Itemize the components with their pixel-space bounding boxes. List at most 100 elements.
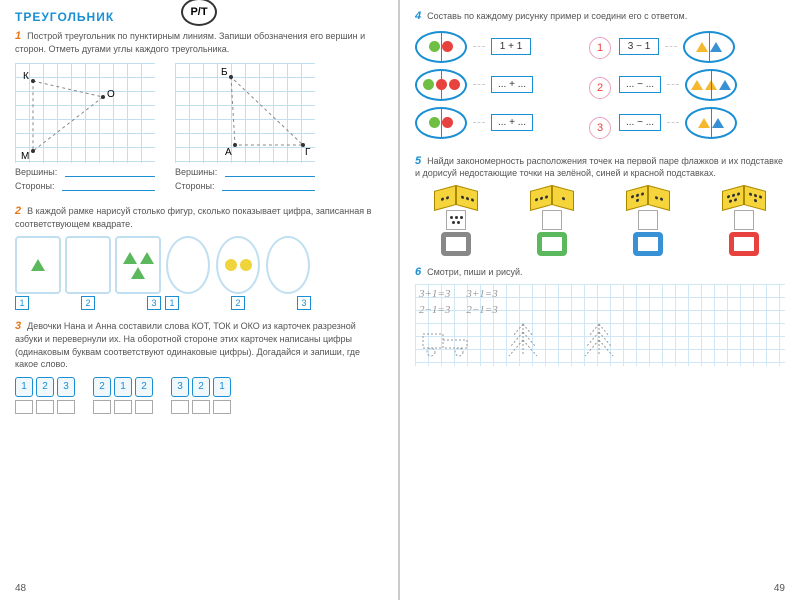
card-blank bbox=[171, 400, 189, 414]
grid-1-wrap: К О М Вершины: Стороны: bbox=[15, 63, 155, 195]
label-s1: Стороны: bbox=[15, 181, 54, 191]
num-1b: 1 bbox=[165, 296, 179, 310]
card: 3 bbox=[171, 377, 189, 397]
card: 2 bbox=[192, 377, 210, 397]
card-blank bbox=[135, 400, 153, 414]
flag-unit-4 bbox=[722, 188, 766, 256]
apple-red-icon bbox=[442, 41, 453, 52]
card: 2 bbox=[36, 377, 54, 397]
ex-row-5: ... − ... bbox=[619, 69, 785, 101]
grid-2-wrap: Б А Г Вершины: Стороны: bbox=[175, 63, 315, 195]
card-blank bbox=[213, 400, 231, 414]
boat-blue-icon bbox=[712, 118, 724, 128]
eq-3: ... + ... bbox=[491, 114, 533, 131]
task-5: 5 Найди закономерность расположения точе… bbox=[415, 155, 785, 256]
triangle-icon bbox=[123, 252, 137, 264]
dice-icon bbox=[638, 210, 658, 230]
ex-row-4: 3 − 1 bbox=[619, 31, 785, 63]
page-48: Р/Т ТРЕУГОЛЬНИК 1 Построй треугольник по… bbox=[0, 0, 400, 600]
triangle-svg-2: Б А Г bbox=[175, 63, 315, 163]
card: 1 bbox=[15, 377, 33, 397]
card-group-2: 212 bbox=[93, 377, 153, 414]
answer-3: 3 bbox=[589, 117, 611, 139]
eq-6: ... − ... bbox=[619, 114, 661, 131]
card-blank bbox=[192, 400, 210, 414]
eq-4: 3 − 1 bbox=[619, 38, 659, 55]
flag-icon bbox=[648, 185, 670, 211]
triangle-svg-1: К О М bbox=[15, 63, 155, 163]
page-num-left: 48 bbox=[15, 583, 26, 594]
num-1: 1 bbox=[15, 296, 29, 310]
shape-box-6: 3 bbox=[265, 236, 311, 310]
card-blank bbox=[93, 400, 111, 414]
apple-red-icon bbox=[442, 117, 453, 128]
page-49: 4 Составь по каждому рисунку пример и со… bbox=[400, 0, 800, 600]
card: 1 bbox=[114, 377, 132, 397]
card-blank bbox=[15, 400, 33, 414]
task-5-text: Найди закономерность расположения точек … bbox=[415, 155, 785, 180]
card-blank bbox=[57, 400, 75, 414]
task-num-3: 3 bbox=[15, 320, 21, 332]
task-3: 3 Девочки Нана и Анна составили слова КО… bbox=[15, 320, 383, 413]
expr-3: 2−1=3 bbox=[419, 304, 450, 316]
apple-green-icon bbox=[423, 79, 434, 90]
card-blank bbox=[36, 400, 54, 414]
triangle-icon bbox=[131, 267, 145, 279]
svg-text:К: К bbox=[23, 71, 29, 82]
ex-row-2: ... + ... bbox=[415, 69, 581, 101]
num-2b: 2 bbox=[231, 296, 245, 310]
num-3b: 3 bbox=[297, 296, 311, 310]
svg-text:М: М bbox=[21, 151, 29, 162]
boat-yellow-icon bbox=[698, 118, 710, 128]
flag-icon bbox=[530, 185, 552, 211]
card: 2 bbox=[135, 377, 153, 397]
task-3-text: Девочки Нана и Анна составили слова КОТ,… bbox=[15, 320, 383, 370]
stand-3 bbox=[633, 232, 663, 256]
grid-1: К О М bbox=[15, 63, 155, 163]
task-num-6: 6 bbox=[415, 266, 421, 278]
answer-1: 1 bbox=[589, 37, 611, 59]
boat-yellow-icon bbox=[696, 42, 708, 52]
label-v1: Вершины: bbox=[15, 167, 57, 177]
ex-row-3: ... + ... bbox=[415, 107, 581, 139]
flag-icon bbox=[456, 185, 478, 211]
eq-1: 1 + 1 bbox=[491, 38, 531, 55]
flag-icon bbox=[626, 185, 648, 211]
shape-box-2: 2 bbox=[65, 236, 111, 310]
expr-2: 3+1=3 bbox=[466, 288, 497, 300]
svg-text:Г: Г bbox=[305, 147, 311, 158]
flag-unit-2 bbox=[530, 188, 574, 256]
boat-yellow-icon bbox=[691, 80, 703, 90]
task-4-text: Составь по каждому рисунку пример и соед… bbox=[415, 10, 785, 23]
ex-row-6: ... − ... bbox=[619, 107, 785, 139]
flag-icon bbox=[722, 185, 744, 211]
task-6: 6 Смотри, пиши и рисуй. 3+1=3 3+1=3 2−1=… bbox=[415, 266, 785, 367]
card: 3 bbox=[57, 377, 75, 397]
card: 2 bbox=[93, 377, 111, 397]
boat-blue-icon bbox=[719, 80, 731, 90]
flag-icon bbox=[552, 185, 574, 211]
flag-unit-3 bbox=[626, 188, 670, 256]
shape-box-3: 3 bbox=[115, 236, 161, 310]
dice-icon bbox=[542, 210, 562, 230]
draw-cart bbox=[419, 320, 475, 362]
task-1-text: Построй треугольник по пунктирным линиям… bbox=[15, 30, 383, 55]
task-2: 2 В каждой рамке нарисуй столько фигур, … bbox=[15, 205, 383, 310]
circle-icon bbox=[225, 259, 237, 271]
shape-box-1: 1 bbox=[15, 236, 61, 310]
card-blank bbox=[114, 400, 132, 414]
task-1: 1 Построй треугольник по пунктирным лини… bbox=[15, 30, 383, 195]
apple-green-icon bbox=[429, 117, 440, 128]
task-4: 4 Составь по каждому рисунку пример и со… bbox=[415, 10, 785, 145]
card-group-1: 123 bbox=[15, 377, 75, 414]
task-num-1: 1 bbox=[15, 30, 21, 42]
circle-icon bbox=[240, 259, 252, 271]
flag-icon bbox=[434, 185, 456, 211]
grid-2: Б А Г bbox=[175, 63, 315, 163]
draw-tree-1 bbox=[495, 320, 551, 362]
dice-icon bbox=[446, 210, 466, 230]
eq-2: ... + ... bbox=[491, 76, 533, 93]
label-v2: Вершины: bbox=[175, 167, 217, 177]
stand-1 bbox=[441, 232, 471, 256]
triangle-icon bbox=[31, 259, 45, 271]
